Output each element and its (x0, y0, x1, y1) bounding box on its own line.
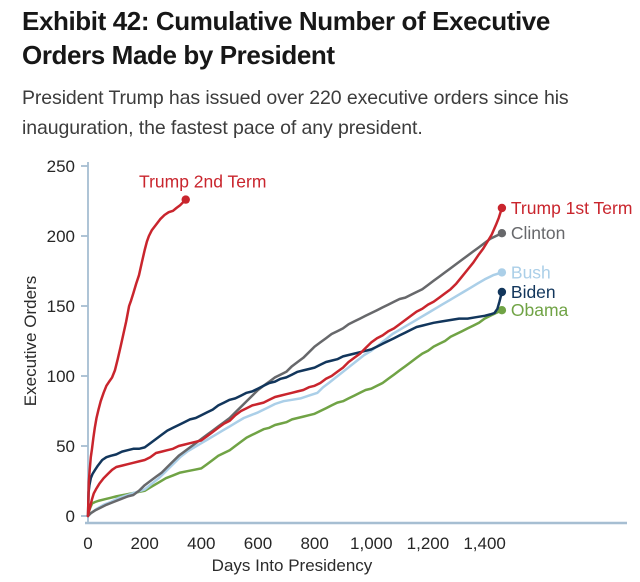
series-label-obama: Obama (511, 300, 569, 320)
chart-subtitle-line1: President Trump has issued over 220 exec… (22, 87, 569, 109)
x-tick-label: 200 (130, 534, 158, 553)
chart-header: Exhibit 42: Cumulative Number of Executi… (22, 4, 626, 143)
series-line-biden (86, 290, 504, 518)
series-label-trump-2nd-term: Trump 2nd Term (139, 172, 266, 192)
page-title: Exhibit 42: Cumulative Number of Executi… (22, 4, 626, 72)
y-tick-label: 200 (47, 227, 75, 246)
chart-subtitle-line2: inauguration, the fastest pace of any pr… (22, 117, 423, 139)
series-line-trump-1st-term (86, 206, 504, 518)
series-line-trump-2nd-term (86, 198, 187, 518)
x-tick-label: 800 (300, 534, 328, 553)
series-endpoint-bush (497, 268, 507, 277)
y-tick-label: 100 (47, 367, 75, 386)
series-endpoint-trump-1st-term (497, 203, 507, 213)
y-tick-label: 150 (47, 297, 75, 316)
x-tick-label: 1,200 (407, 534, 450, 553)
x-tick-label: 600 (244, 534, 272, 553)
series-label-bush: Bush (511, 262, 551, 282)
x-axis-title: Days Into Presidency (212, 556, 373, 575)
series-line-clinton (86, 231, 504, 518)
x-tick-label: 1,000 (350, 534, 393, 553)
x-tick-label: 0 (83, 534, 92, 553)
page-title-line1: Exhibit 42: Cumulative Number of Executi… (22, 6, 550, 36)
page-title-line2: Orders Made by President (22, 40, 335, 70)
series-line-bush (86, 271, 504, 518)
series-endpoint-obama (497, 306, 507, 315)
y-tick-label: 0 (66, 507, 75, 526)
series-endpoint-biden (497, 287, 507, 297)
x-tick-label: 400 (187, 534, 215, 553)
chart-subtitle: President Trump has issued over 220 exec… (22, 83, 626, 143)
x-tick-label: 1,400 (463, 534, 506, 553)
series-label-clinton: Clinton (511, 223, 565, 243)
series-label-biden: Biden (511, 282, 556, 302)
series-endpoint-clinton (497, 229, 507, 238)
series-line-obama (86, 308, 504, 518)
y-tick-label: 50 (56, 437, 75, 456)
y-tick-label: 250 (47, 157, 75, 176)
series-label-trump-1st-term: Trump 1st Term (511, 198, 633, 218)
y-axis-title: Executive Orders (21, 276, 40, 406)
series-endpoint-trump-2nd-term (181, 195, 190, 204)
